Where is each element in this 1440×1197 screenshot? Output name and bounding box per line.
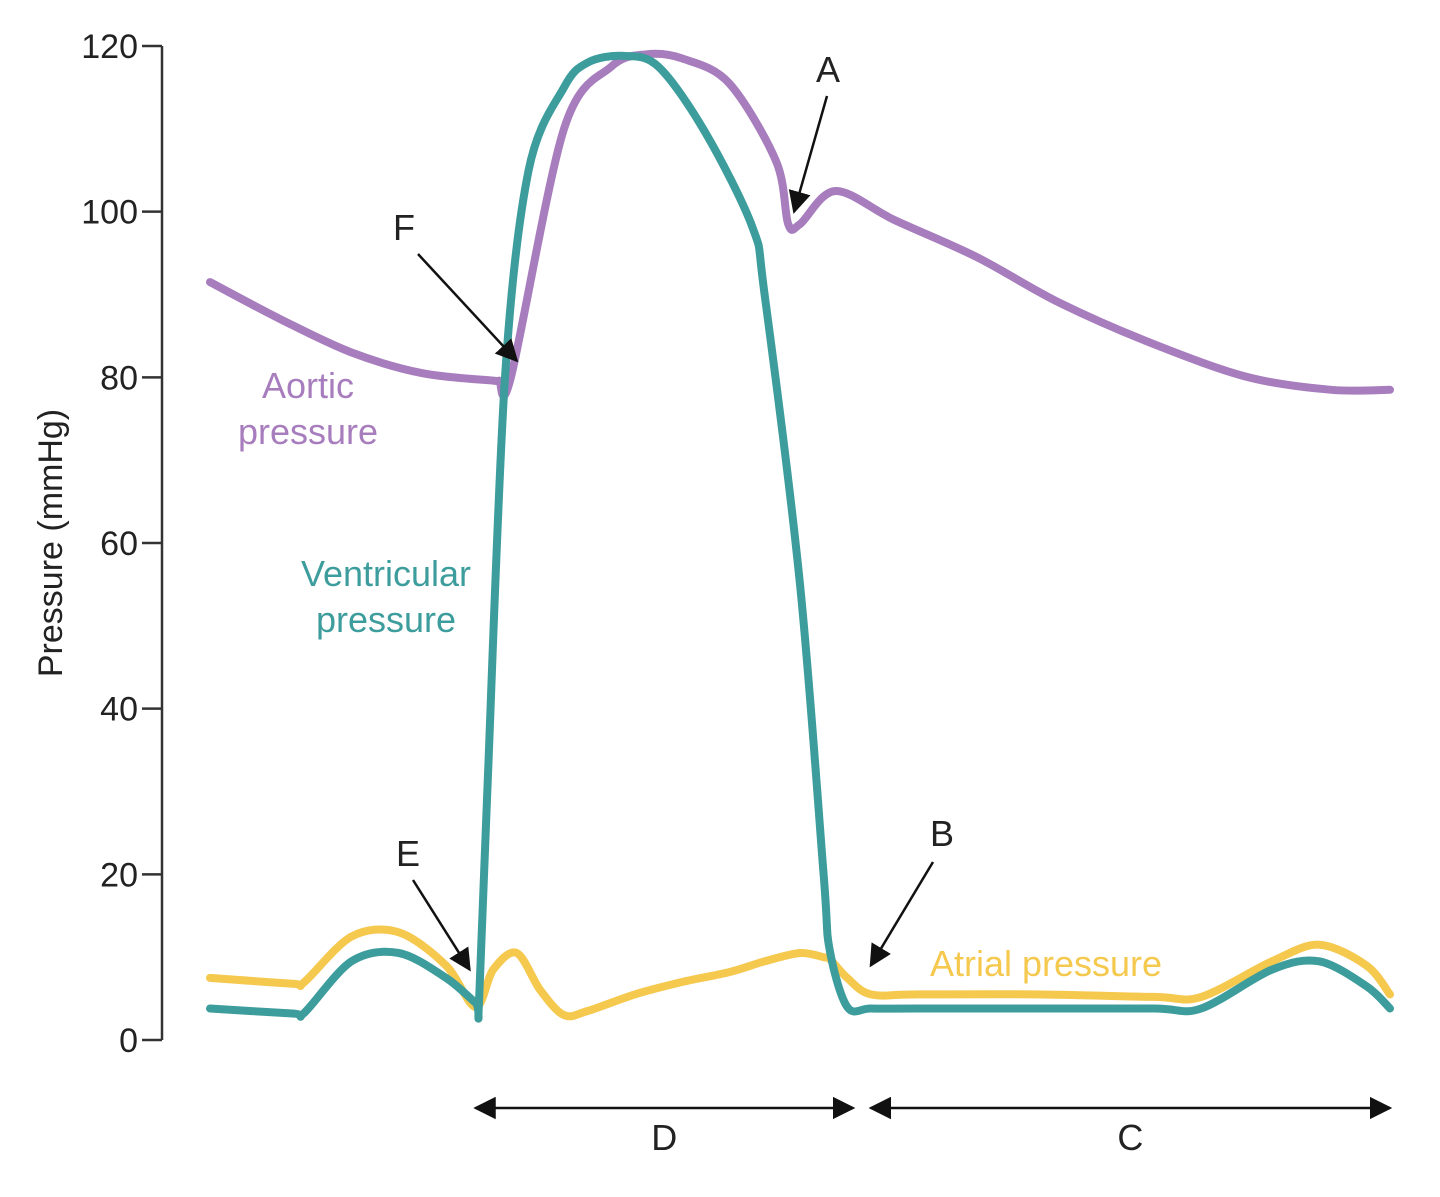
annotation-arrow-b xyxy=(869,861,935,968)
y-tick-label: 0 xyxy=(119,1022,138,1060)
annotation-label-a: A xyxy=(816,49,840,90)
atrial-pressure-label: Atrial pressure xyxy=(930,943,1162,984)
aortic-pressure-label: Aortic xyxy=(262,365,354,406)
atrial-pressure-line xyxy=(206,925,1394,1021)
annotation-label-f: F xyxy=(393,207,415,248)
series-layer xyxy=(206,49,1394,1023)
interval-label-c: C xyxy=(1117,1117,1143,1158)
interval-label-d: D xyxy=(651,1117,677,1158)
y-tick-label: 80 xyxy=(100,359,138,397)
y-tick-label: 20 xyxy=(100,856,138,894)
annotation-label-e: E xyxy=(396,833,420,874)
series-labels: Aortic pressure Ventricular pressure Atrial … xyxy=(238,365,1162,984)
ventricular-pressure-label: pressure xyxy=(316,599,456,640)
y-tick-label: 120 xyxy=(81,28,138,66)
ventricular-pressure-label: Ventricular xyxy=(301,553,471,594)
y-axis: 0 20 40 60 80 100 120 Pressure (mmHg) xyxy=(32,28,164,1060)
annotation-arrow-e xyxy=(411,879,471,972)
annotation-label-b: B xyxy=(930,813,954,854)
y-tick-label: 40 xyxy=(100,691,138,729)
y-axis-title: Pressure (mmHg) xyxy=(32,409,70,677)
aortic-pressure-line xyxy=(206,49,1394,400)
annotation-arrow-f xyxy=(417,253,519,363)
y-tick-label: 60 xyxy=(100,525,138,563)
aortic-pressure-label: pressure xyxy=(238,411,378,452)
y-tick-label: 100 xyxy=(81,194,138,232)
ventricular-pressure-line xyxy=(206,51,1394,1023)
annotation-arrow-a xyxy=(788,95,829,214)
annotations: A B E F xyxy=(393,49,954,972)
